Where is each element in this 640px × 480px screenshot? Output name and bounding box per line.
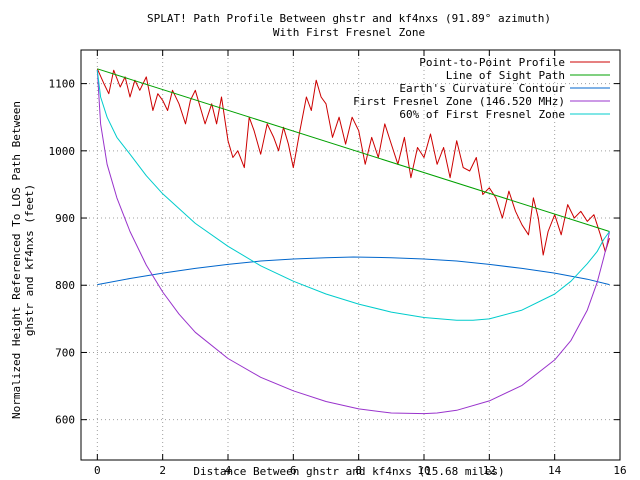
x-tick-label: 8 [355, 464, 362, 477]
y-tick-label: 700 [55, 346, 75, 359]
y-tick-label: 900 [55, 212, 75, 225]
x-tick-label: 16 [613, 464, 626, 477]
x-tick-label: 12 [483, 464, 496, 477]
y-axis-label-line-2: ghstr and kf4nxs (feet) [23, 184, 36, 336]
y-tick-label: 600 [55, 414, 75, 427]
x-tick-label: 6 [290, 464, 297, 477]
x-tick-label: 2 [159, 464, 166, 477]
y-tick-label: 800 [55, 279, 75, 292]
legend-label: Earth's Curvature Contour [399, 82, 565, 95]
series-line-earth-s-curvature-contour [97, 256, 610, 286]
legend-label: First Fresnel Zone (146.520 MHz) [353, 95, 565, 108]
y-axis-label-line-1: Normalized Height Referenced To LOS Path… [10, 101, 23, 419]
series-line-first-fresnel-zone-146-520-mhz [96, 70, 610, 415]
x-tick-label: 4 [225, 464, 232, 477]
plot-frame [80, 49, 621, 461]
series-line-line-of-sight-path [97, 68, 610, 232]
x-tick-label: 14 [548, 464, 562, 477]
series-line-point-to-point-profile [96, 68, 610, 256]
x-axis-label: Distance Between ghstr and kf4nxs (15.68… [193, 465, 504, 478]
series-line-60-of-first-fresnel-zone [96, 70, 610, 321]
chart-title: SPLAT! Path Profile Between ghstr and kf… [147, 12, 551, 25]
x-tick-label: 0 [94, 464, 101, 477]
legend-label: Point-to-Point Profile [419, 56, 565, 69]
series-lines [96, 68, 610, 415]
legend-label: 60% of First Fresnel Zone [399, 108, 565, 121]
axis-ticks: 0 2 4 6 8 10 12 14 16 600 700 800 900 1000 1100 [49, 50, 627, 477]
legend-label: Line of Sight Path [446, 69, 565, 82]
y-tick-label: 1100 [49, 78, 76, 91]
x-tick-label: 10 [417, 464, 430, 477]
chart-subtitle: With First Fresnel Zone [273, 26, 425, 39]
y-tick-label: 1000 [49, 145, 76, 158]
